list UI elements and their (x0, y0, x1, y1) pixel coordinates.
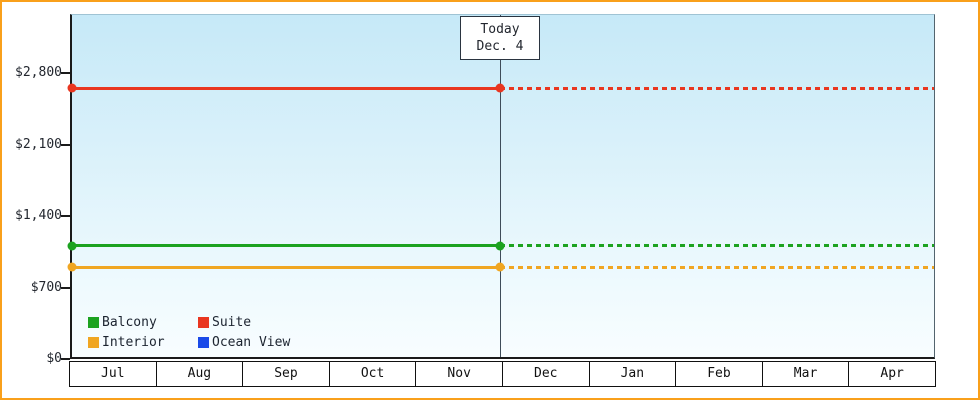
balcony-start-dot (67, 241, 77, 251)
y-axis-label: $0 (46, 351, 62, 366)
y-axis-tick (61, 143, 70, 146)
balcony-swatch-icon (88, 317, 99, 328)
ocean-view-swatch-icon (198, 337, 209, 348)
month-label-nov: Nov (415, 361, 503, 387)
balcony-line-dashed (500, 244, 934, 248)
suite-today-dot (495, 83, 505, 93)
y-axis-tick (61, 358, 70, 360)
plot-area: Balcony Suite Interior Ocean View (67, 14, 935, 359)
today-vertical-line (499, 15, 501, 357)
month-axis-row: Jul Aug Sep Oct Nov Dec Jan Feb Mar Apr (69, 361, 936, 387)
legend-label-interior: Interior (102, 335, 165, 350)
y-axis-label: $2,800 (15, 65, 62, 80)
legend-item-interior: Interior (88, 334, 198, 351)
y-axis-label: $1,400 (15, 208, 62, 223)
legend-label-suite: Suite (212, 315, 252, 330)
today-label-box: Today Dec. 4 (460, 16, 540, 60)
month-label-mar: Mar (761, 361, 850, 387)
y-axis-tick (61, 215, 70, 217)
interior-swatch-icon (88, 337, 99, 348)
interior-line-solid (72, 265, 501, 269)
y-axis-tick (61, 286, 70, 289)
legend-item-suite: Suite (198, 314, 290, 331)
interior-line-dashed (500, 265, 934, 269)
legend-label-ocean-view: Ocean View (212, 335, 291, 350)
month-label-apr: Apr (848, 361, 936, 387)
suite-line-dashed (500, 86, 934, 90)
balcony-today-dot (495, 241, 505, 251)
month-label-dec: Dec (501, 361, 590, 387)
month-label-jan: Jan (588, 361, 677, 387)
y-axis-label: $2,100 (15, 136, 62, 152)
legend-label-balcony: Balcony (102, 315, 157, 330)
interior-today-dot (495, 262, 505, 272)
y-axis-tick (61, 72, 70, 74)
y-axis-label: $700 (30, 279, 62, 295)
balcony-line-solid (72, 244, 501, 248)
interior-start-dot (67, 262, 77, 272)
today-date-label: Dec. 4 (476, 39, 524, 54)
suite-swatch-icon (198, 317, 209, 328)
today-label: Today (480, 22, 520, 37)
month-label-sep: Sep (242, 361, 330, 387)
legend-item-ocean-view: Ocean View (198, 334, 290, 351)
month-label-jul: Jul (69, 361, 157, 387)
suite-start-dot (67, 83, 77, 93)
suite-line-solid (72, 86, 501, 90)
legend: Balcony Suite Interior Ocean View (88, 314, 290, 351)
legend-item-balcony: Balcony (88, 314, 198, 331)
month-label-feb: Feb (675, 361, 763, 387)
month-label-aug: Aug (155, 361, 244, 387)
month-label-oct: Oct (328, 361, 417, 387)
